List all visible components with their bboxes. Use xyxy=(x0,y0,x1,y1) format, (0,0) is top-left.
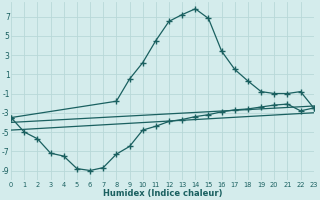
X-axis label: Humidex (Indice chaleur): Humidex (Indice chaleur) xyxy=(103,189,222,198)
